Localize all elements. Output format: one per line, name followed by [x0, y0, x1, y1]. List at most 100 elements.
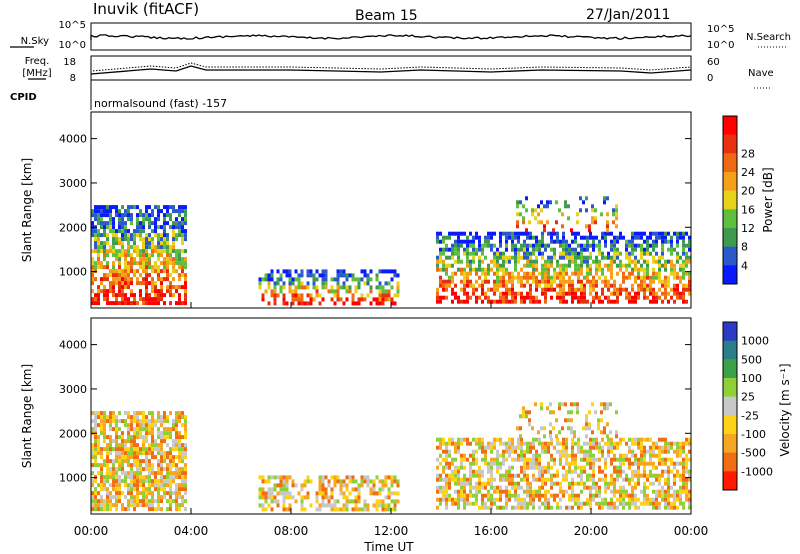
range-cell — [664, 267, 667, 272]
range-cell — [273, 297, 277, 302]
range-cell — [336, 277, 340, 282]
range-cell — [546, 220, 549, 225]
range-cell — [97, 471, 100, 476]
range-cell — [451, 263, 454, 268]
range-cell — [664, 279, 667, 284]
range-cell — [517, 275, 520, 280]
range-cell — [109, 285, 112, 290]
range-cell — [481, 299, 484, 304]
range-cell — [541, 469, 544, 474]
range-cell — [589, 465, 592, 470]
range-cell — [601, 271, 604, 276]
range-cell — [676, 445, 679, 450]
range-cell — [682, 275, 685, 280]
range-cell — [451, 299, 454, 304]
range-cell — [613, 485, 616, 490]
range-cell — [552, 410, 555, 415]
range-cell — [484, 235, 487, 240]
range-cell — [484, 481, 487, 486]
range-cell — [637, 231, 640, 236]
range-cell — [151, 507, 154, 512]
range-cell — [115, 499, 118, 504]
range-cell — [172, 277, 175, 282]
range-cell — [505, 259, 508, 264]
range-cell — [466, 501, 469, 506]
range-cell — [103, 265, 106, 270]
range-cell — [136, 503, 139, 508]
range-cell — [594, 220, 597, 225]
range-cell — [634, 263, 637, 268]
range-cell — [384, 269, 388, 274]
range-cell — [154, 229, 157, 234]
range-cell — [121, 507, 124, 512]
range-cell — [178, 471, 181, 476]
range-cell — [685, 231, 688, 236]
range-cell — [652, 275, 655, 280]
colorbar-frame — [722, 115, 738, 285]
range-cell — [324, 503, 328, 508]
range-cell — [535, 437, 538, 442]
range-cell — [606, 224, 609, 229]
range-cell — [487, 239, 490, 244]
range-cell — [451, 437, 454, 442]
range-cell — [475, 461, 478, 466]
range-cell — [469, 465, 472, 470]
range-cell — [556, 449, 559, 454]
range-cell — [261, 491, 265, 496]
range-cell — [442, 235, 445, 240]
range-cell — [387, 495, 391, 500]
range-cell — [649, 497, 652, 502]
range-cell — [136, 431, 139, 436]
range-cell — [291, 277, 295, 282]
range-cell — [184, 483, 187, 488]
range-cell — [163, 225, 166, 230]
range-cell — [661, 299, 664, 304]
range-cell — [109, 205, 112, 210]
range-cell — [595, 441, 598, 446]
range-cell — [591, 402, 594, 407]
range-cell — [97, 499, 100, 504]
range-cell — [538, 493, 541, 498]
range-cell — [172, 269, 175, 274]
range-cell — [670, 295, 673, 300]
range-cell — [166, 415, 169, 420]
range-cell — [330, 285, 334, 290]
range-cell — [157, 459, 160, 464]
cpid-text: normalsound (fast) -157 — [94, 97, 227, 110]
range-cell — [646, 259, 649, 264]
range-cell — [345, 483, 349, 488]
range-cell — [103, 245, 106, 250]
range-cell — [342, 301, 346, 306]
colorbar-tick-label: 12 — [741, 222, 755, 235]
range-cell — [175, 289, 178, 294]
range-cell — [559, 489, 562, 494]
range-cell — [127, 411, 130, 416]
range-cell — [109, 209, 112, 214]
range-cell — [127, 285, 130, 290]
range-cell — [336, 297, 340, 302]
range-cell — [163, 265, 166, 270]
range-cell — [508, 441, 511, 446]
range-cell — [580, 299, 583, 304]
range-cell — [580, 295, 583, 300]
range-cell — [604, 485, 607, 490]
range-cell — [673, 465, 676, 470]
range-cell — [595, 271, 598, 276]
range-cell — [646, 501, 649, 506]
range-cell — [562, 477, 565, 482]
range-cell — [516, 224, 519, 229]
range-cell — [381, 479, 385, 484]
range-cell — [463, 231, 466, 236]
range-cell — [520, 243, 523, 248]
range-cell — [291, 289, 295, 294]
range-cell — [330, 487, 334, 492]
range-cell — [463, 453, 466, 458]
range-cell — [163, 435, 166, 440]
range-cell — [685, 485, 688, 490]
range-cell — [670, 501, 673, 506]
range-cell — [688, 283, 691, 288]
range-cell — [181, 217, 184, 222]
range-cell — [598, 489, 601, 494]
range-cell — [181, 233, 184, 238]
range-cell — [163, 293, 166, 298]
